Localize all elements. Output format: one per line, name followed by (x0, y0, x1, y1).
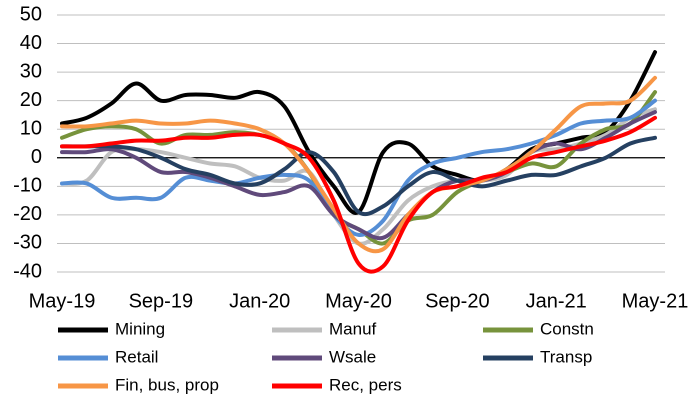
series-line (60, 98, 657, 237)
series-line (60, 75, 657, 254)
series-line (60, 110, 657, 241)
legend-label: Retail (115, 347, 158, 366)
x-tick-label: Sep-19 (129, 290, 194, 312)
series-line (60, 50, 657, 215)
legend-label: Manuf (329, 319, 377, 338)
series-line (60, 135, 657, 217)
y-tick-label: 0 (31, 146, 42, 168)
y-tick-label: 20 (20, 89, 42, 111)
legend-label: Mining (115, 319, 165, 338)
y-tick-label: -20 (13, 203, 42, 225)
y-tick-label: 10 (20, 118, 42, 140)
legend-label: Fin, bus, prop (115, 375, 219, 394)
y-tick-label: 40 (20, 32, 42, 54)
y-tick-label: -30 (13, 232, 42, 254)
x-tick-label: Sep-20 (425, 290, 490, 312)
x-tick-label: May-21 (622, 290, 689, 312)
legend-label: Constn (540, 319, 594, 338)
y-tick-label: 50 (20, 3, 42, 25)
x-tick-label: Jan-20 (229, 290, 290, 312)
x-tick-label: May-20 (325, 290, 392, 312)
y-tick-label: 30 (20, 60, 42, 82)
y-tick-label: -10 (13, 175, 42, 197)
x-tick-label: Jan-21 (526, 290, 587, 312)
series-line (60, 115, 657, 274)
y-tick-label: -40 (13, 260, 42, 282)
legend-label: Transp (540, 347, 592, 366)
legend-label: Wsale (329, 347, 376, 366)
legend-label: Rec, pers (329, 375, 402, 394)
x-tick-label: May-19 (29, 290, 96, 312)
